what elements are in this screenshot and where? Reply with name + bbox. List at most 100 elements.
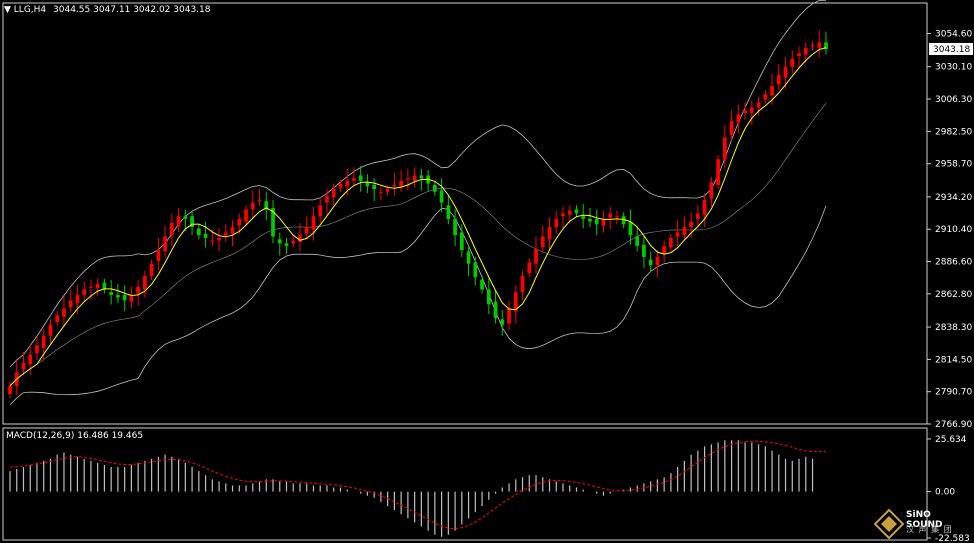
candle-body (547, 227, 552, 240)
price-axis: 3054.60 3030.10 3006.30 2982.50 2958.70 2934.… (927, 29, 973, 543)
macd-label: MACD(12,26,9) 16.486 19.465 (6, 431, 144, 441)
candle-body (8, 385, 12, 395)
candle-body (480, 279, 484, 290)
candle-body (190, 216, 194, 228)
candle-body (648, 259, 653, 266)
candle-body (453, 218, 457, 236)
candle-body (35, 345, 39, 354)
candle-body (581, 216, 586, 219)
candle-body (540, 236, 545, 248)
candle-body (399, 180, 403, 187)
candle-body (507, 308, 511, 324)
candle-body (803, 47, 808, 55)
candle-body (601, 218, 606, 226)
candle-body (567, 210, 572, 215)
candle-body (163, 236, 167, 252)
macd-signal-path (9, 440, 826, 530)
dropdown-triangle-icon[interactable]: ▼ (4, 5, 11, 15)
candle-body (446, 205, 451, 219)
macd-tick-label: 0.00 (935, 488, 955, 498)
ohlc-values: 3044.55 3047.11 3042.02 3043.18 (53, 5, 211, 15)
candle-body (122, 294, 127, 301)
candle-body (689, 221, 693, 228)
candle-body (756, 102, 761, 108)
candle-body (642, 244, 646, 257)
candle-body (500, 319, 505, 325)
candle-body (230, 227, 235, 234)
candle-body (561, 213, 565, 217)
price-tick-label: 2934.20 (935, 193, 972, 203)
candle-body (520, 275, 525, 293)
candle-body (62, 308, 66, 317)
candle-body (527, 262, 532, 274)
price-tick-label: 2910.40 (935, 225, 972, 235)
candle-body (810, 45, 815, 47)
candle-body (82, 289, 87, 295)
candle-body (311, 216, 316, 230)
candle-body (790, 58, 795, 67)
candle-body (513, 292, 518, 312)
price-tick-label: 2886.60 (935, 258, 972, 268)
candle-body (662, 246, 667, 255)
candle-body (675, 232, 680, 237)
price-tick-label: 2838.30 (935, 323, 972, 333)
candle-body (149, 263, 154, 276)
candle-body (21, 362, 26, 370)
candle-body (439, 190, 444, 203)
candle-body (325, 195, 329, 203)
candle-body (783, 66, 788, 78)
candle-body (352, 178, 356, 181)
moving-average-line (9, 47, 827, 387)
price-tick-label: 2862.80 (935, 290, 972, 300)
candle-body (257, 199, 262, 201)
price-tick-label: 2958.70 (935, 160, 972, 170)
macd-tick-label: 25.634 (935, 435, 967, 445)
candle-body (696, 213, 700, 219)
candle-body (48, 324, 53, 336)
candle-body (763, 94, 768, 100)
candle-body (217, 237, 221, 241)
current-price-box (929, 42, 973, 55)
candle-body (459, 232, 464, 251)
candle-body (304, 227, 309, 234)
candle-body (635, 236, 640, 247)
price-tick-label: 2814.50 (935, 355, 972, 365)
candle-body (466, 251, 471, 264)
candle-body (493, 301, 498, 318)
candle-body (419, 175, 424, 179)
candle-body (223, 232, 228, 236)
candle-body (824, 42, 828, 50)
sinosound-watermark: SiNO SOUND 汉 声 集 团 (868, 508, 966, 540)
candle-body (95, 284, 100, 289)
candle-body (244, 209, 248, 222)
candle-body (574, 209, 579, 214)
candle-body (588, 218, 592, 222)
candle-body (406, 178, 410, 180)
candle-body (169, 222, 174, 236)
candle-body (615, 216, 619, 218)
candle-body (385, 189, 390, 192)
candle-body (318, 205, 323, 217)
candle-body (41, 335, 46, 348)
candle-body (412, 175, 417, 181)
candle-body (291, 240, 296, 244)
panel-frames (2, 2, 928, 541)
candle-body (709, 182, 714, 199)
macd-signal-line (9, 440, 826, 530)
macd-panel-frame (2, 427, 928, 541)
candle-body (669, 237, 673, 248)
candle-body (196, 228, 201, 236)
main-panel-frame (2, 2, 928, 425)
candle-body (702, 199, 707, 215)
candle-body (331, 189, 336, 198)
candle-body (203, 233, 208, 238)
candle-body (338, 183, 343, 188)
current-price-label: 3043.18 (933, 45, 970, 55)
candle-body (210, 240, 215, 242)
candle-body (264, 201, 269, 210)
candle-body (116, 294, 120, 298)
candle-body (682, 227, 687, 236)
price-tick-label: 3054.60 (935, 29, 972, 39)
candle-body (183, 216, 188, 219)
